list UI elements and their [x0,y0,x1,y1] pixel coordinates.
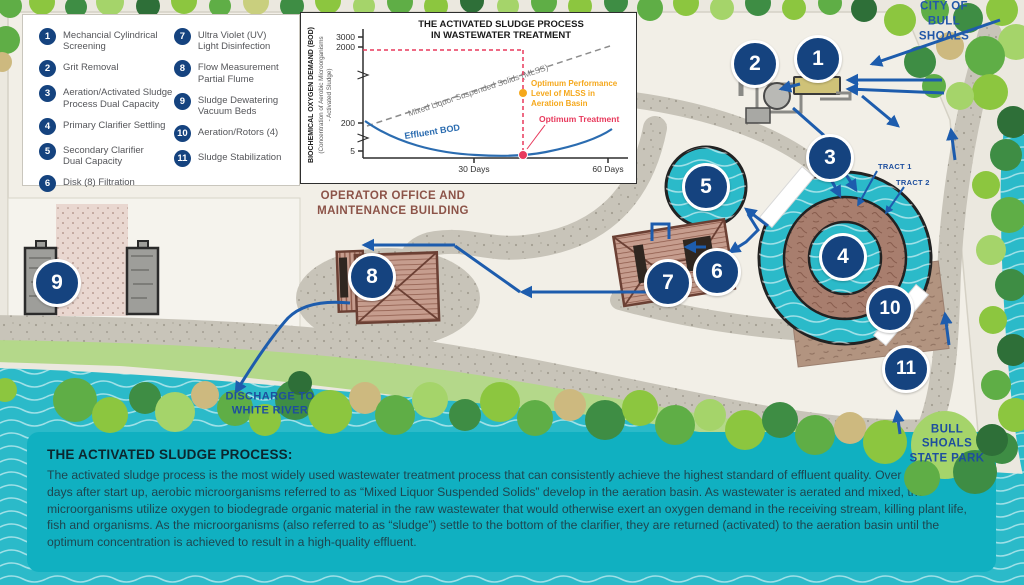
xtick-60days: 60 Days [592,164,623,174]
sludge-drying-beds [23,240,160,316]
legend-box: 1 Mechancial Cylindrical Screening 2 Grit … [22,14,300,193]
map-badge-1: 1 [794,35,842,83]
map-badge-5: 5 [682,163,730,211]
footer-heading: THE ACTIVATED SLUDGE PROCESS: [47,447,293,462]
effluent-bod-curve [364,120,613,157]
legend-badge: 6 [39,175,56,193]
discharge-label: DISCHARGE TO WHITE RIVER [225,390,315,416]
map-badge-8: 8 [348,253,396,301]
optimum-performance-dot [519,89,527,97]
flow-arrows [234,18,1001,435]
footer-text-panel: THE ACTIVATED SLUDGE PROCESS: The activa… [27,432,996,572]
mlss-label: Mixed Liquor Suspended Solids (MLSS) [407,62,550,118]
ytick-3000: 3000 [336,32,355,42]
legend-badge: 1 [39,28,56,45]
chart-ylabel-sub1: (Concentration of Aerobic Microorganisms [318,36,325,153]
operator-office-label: OPERATOR OFFICE AND MAINTENANCE BUILDING [317,190,469,217]
ytick-5: 5 [350,146,355,156]
opt-perf-line3: Aeration Basin [531,99,588,108]
optimum-treatment-pointer [526,124,546,150]
map-badge-4: 4 [819,233,867,281]
legend-item: 8 Flow Measurement Partial Flume [173,60,291,85]
legend-badge: 10 [173,125,191,143]
chart-ylabel: BIOCHEMICAL OXYGEN DEMAND (BOD) [308,27,315,163]
legend-badge: 8 [173,60,191,78]
legend-badge: 11 [173,150,191,168]
opt-perf-line2: Level of MLSS in [531,89,595,98]
map-badge-11: 11 [882,345,930,393]
effluent-bod-label: Effluent BOD [404,122,461,141]
legend-badge: 9 [173,92,191,110]
legend-item: 6 Disk (8) Filtration [39,175,174,193]
ytick-200: 200 [341,118,355,128]
legend-item: 1 Mechancial Cylindrical Screening [39,28,174,52]
legend-item: 11 Sludge Stabilization [173,150,291,168]
map-badge-6: 6 [693,248,741,296]
map-badge-7: 7 [644,259,692,307]
legend-item: 7 Ultra Violet (UV) Light Disinfection [173,28,291,52]
ytick-2000: 2000 [336,42,355,52]
chart-ylabel-sub2: - Activated Sludge) [326,69,333,122]
legend-badge: 4 [39,117,56,135]
legend-badge: 5 [39,142,56,160]
legend-badge: 2 [39,60,56,78]
legend-badge: 7 [173,28,191,45]
legend-item: 9 Sludge Dewatering Vacuum Beds [173,92,291,117]
map-badge-10: 10 [866,285,914,333]
legend-item: 10 Aeration/Rotors (4) [173,125,291,143]
state-park-label: BULL SHOALS STATE PARK [909,423,985,465]
legend-item: 2 Grit Removal [39,60,174,78]
map-badge-9: 9 [33,259,81,307]
trees [0,0,1024,496]
legend-item: 3 Aeration/Activated Sludge Process Dual … [39,85,174,110]
map-badge-3: 3 [806,134,854,182]
bod-chart: THE ACTIVATED SLUDGE PROCESS IN WASTEWAT… [308,19,628,174]
legend-item: 4 Primary Clarifier Settling [39,117,174,135]
city-of-bull-shoals-label: CITY OF BULL SHOALS [918,0,970,43]
legend-item: 5 Secondary Clarifier Dual Capacity [39,142,174,167]
optimum-treatment-label: Optimum Treatment [539,114,619,124]
legend-badge: 3 [39,85,56,103]
optimum-treatment-dot [518,150,528,160]
chart-title-line1: THE ACTIVATED SLUDGE PROCESS [418,19,584,30]
opt-perf-line1: Optimum Performance [531,79,618,88]
bod-chart-box: THE ACTIVATED SLUDGE PROCESS IN WASTEWAT… [300,12,637,184]
xtick-30days: 30 Days [458,164,489,174]
chart-title-line2: IN WASTEWATER TREATMENT [431,30,571,41]
rotor-bridge-1 [758,165,816,229]
mlss-line [366,45,611,127]
map-badge-2: 2 [731,40,779,88]
footer-body: The activated sludge process is the most… [47,468,967,550]
optimum-guides [363,49,524,153]
tract-1-label: TRACT 1 [878,162,912,171]
tract-2-label: TRACT 2 [896,178,930,187]
legend-column-1: 1 Mechancial Cylindrical Screening 2 Grit … [39,28,174,193]
